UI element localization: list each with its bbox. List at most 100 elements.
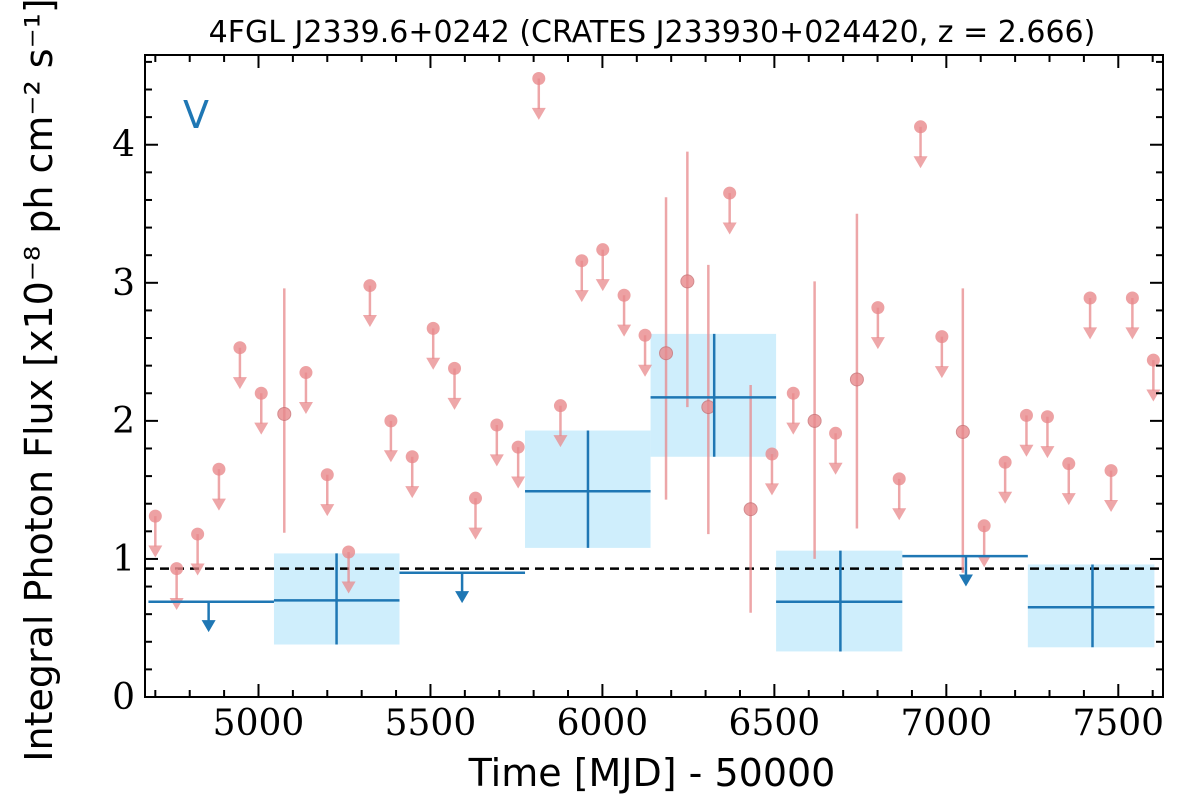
short-bin-upper-limit-arrow xyxy=(362,314,377,327)
short-bin-upper-limit-arrow xyxy=(828,462,843,475)
short-bin-point xyxy=(743,502,758,517)
x-tick-label: 7000 xyxy=(901,703,993,744)
short-bin-point xyxy=(765,447,779,461)
short-bin-upper-limit-arrow xyxy=(722,222,737,235)
x-tick-label: 7500 xyxy=(1072,703,1164,744)
short-bin-upper-limit-arrow xyxy=(1083,327,1098,340)
short-bin-point xyxy=(1083,291,1097,305)
short-bin-point xyxy=(469,491,483,505)
short-bin-upper-limit-arrow xyxy=(786,422,801,435)
short-bin-point xyxy=(786,386,800,400)
short-bin-point xyxy=(998,455,1012,469)
chart-title: 4FGL J2339.6+0242 (CRATES J233930+024420… xyxy=(209,15,1096,50)
short-bin-point xyxy=(148,509,162,523)
short-bin-point xyxy=(490,418,504,432)
short-bin-point xyxy=(701,400,716,415)
short-bin-point xyxy=(405,450,419,464)
short-bin-upper-limit-arrow xyxy=(511,476,526,489)
short-bin-upper-limit-arrow xyxy=(638,364,653,377)
short-bin-upper-limit-arrow xyxy=(870,337,885,350)
short-bin-point xyxy=(849,372,864,387)
short-bin-upper-limit-arrow xyxy=(531,107,546,120)
short-bin-point xyxy=(871,301,885,315)
short-bin-point xyxy=(363,279,377,293)
y-tick-label: 2 xyxy=(112,401,135,442)
short-bin-upper-limit-arrow xyxy=(468,527,483,540)
long-bin-upper-limit-arrow xyxy=(455,591,470,604)
short-bin-point xyxy=(977,519,991,533)
long-bin-upper-limit-arrow xyxy=(958,574,973,587)
short-bin-point xyxy=(426,321,440,335)
x-tick-label: 6000 xyxy=(557,703,649,744)
short-bin-upper-limit-arrow xyxy=(764,483,779,496)
short-bin-point xyxy=(659,346,674,361)
short-bin-upper-limit-arrow xyxy=(1125,327,1140,340)
short-bin-point xyxy=(277,406,292,421)
short-bin-point xyxy=(342,545,356,559)
short-bin-upper-limit-arrow xyxy=(341,581,356,594)
short-bin-point xyxy=(955,424,970,439)
short-bin-point xyxy=(320,468,334,482)
short-bin-upper-limit-arrow xyxy=(1061,493,1076,506)
short-bin-point xyxy=(1019,408,1033,422)
short-bin-upper-limit-arrow xyxy=(320,504,335,517)
short-bin-point xyxy=(191,527,205,541)
plot-frame xyxy=(144,54,1164,698)
short-bin-point xyxy=(829,426,843,440)
long-bin-upper-limit-arrow xyxy=(201,620,216,633)
plot-border xyxy=(144,54,1164,698)
short-bin-point xyxy=(1146,353,1160,367)
short-bin-point xyxy=(511,440,525,454)
x-tick-label: 5500 xyxy=(385,703,477,744)
short-bin-point xyxy=(1125,291,1139,305)
short-bin-point xyxy=(233,341,247,355)
x-tick-label: 5000 xyxy=(213,703,305,744)
short-bin-upper-limit-arrow xyxy=(232,377,247,390)
y-tick-label: 1 xyxy=(112,539,135,580)
short-bin-point xyxy=(254,386,268,400)
short-bin-upper-limit-arrow xyxy=(934,366,949,379)
short-bin-point xyxy=(680,274,695,289)
short-bin-point xyxy=(1104,464,1118,478)
short-bin-point xyxy=(532,71,546,85)
short-bin-upper-limit-arrow xyxy=(383,450,398,463)
short-bin-upper-limit-arrow xyxy=(977,555,992,568)
short-bin-upper-limit-arrow xyxy=(405,486,420,499)
short-bin-upper-limit-arrow xyxy=(1019,444,1034,457)
y-tick-label: 4 xyxy=(112,125,135,166)
short-bin-point xyxy=(723,186,737,200)
short-bin-upper-limit-arrow xyxy=(489,454,504,467)
short-bin-point xyxy=(553,399,567,413)
long-bin-band xyxy=(1027,564,1155,648)
short-bin-upper-limit-arrow xyxy=(1146,389,1161,402)
short-bin-upper-limit-arrow xyxy=(426,357,441,370)
short-bin-upper-limit-arrow xyxy=(998,491,1013,504)
short-bin-point xyxy=(892,472,906,486)
short-bin-point xyxy=(807,413,822,428)
y-tick-label: 3 xyxy=(112,263,135,304)
short-bin-point xyxy=(596,243,610,257)
short-bin-upper-limit-arrow xyxy=(1040,446,1055,459)
short-bin-upper-limit-arrow xyxy=(190,563,205,576)
x-axis-label: Time [MJD] - 50000 xyxy=(468,751,836,795)
short-bin-upper-limit-arrow xyxy=(169,598,184,611)
short-bin-upper-limit-arrow xyxy=(254,422,269,435)
short-bin-point xyxy=(1062,457,1076,471)
y-axis-label: Integral Photon Flux [x10⁻⁸ ph cm⁻² s⁻¹] xyxy=(17,0,61,762)
short-bin-upper-limit-arrow xyxy=(913,156,928,169)
short-bin-point xyxy=(384,414,398,428)
short-bin-upper-limit-arrow xyxy=(298,401,313,414)
short-bin-upper-limit-arrow xyxy=(148,545,163,558)
short-bin-upper-limit-arrow xyxy=(447,397,462,410)
short-bin-point xyxy=(914,120,928,134)
short-bin-upper-limit-arrow xyxy=(574,290,589,303)
short-bin-point xyxy=(935,330,949,344)
variability-flag: V xyxy=(183,93,209,137)
short-bin-upper-limit-arrow xyxy=(892,508,907,521)
axis-ticks: 5000 5500 6000 6500 7000 7500 0 1 2 3 4 xyxy=(112,55,1164,744)
short-bin-point xyxy=(575,254,589,268)
short-bin-point xyxy=(617,288,631,302)
short-bin-point xyxy=(299,366,313,380)
